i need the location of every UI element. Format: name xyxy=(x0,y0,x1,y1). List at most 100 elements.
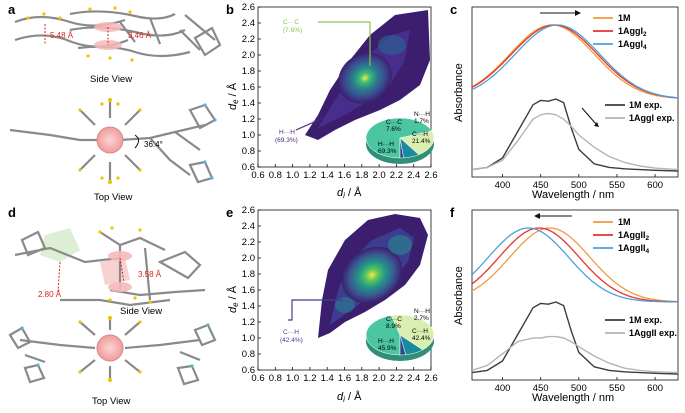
fingerprint-plot-b: 0.6 0.8 1.0 1.2 1.4 1.6 1.8 2.0 2.2 2.4 2.6 0.6 0.8 1… xyxy=(226,2,438,200)
pie-label: N···H xyxy=(414,111,430,118)
pie-slice xyxy=(399,137,404,159)
angle-label: 36.4° xyxy=(144,140,163,149)
side-view-molecule-a xyxy=(14,10,222,58)
porphyrin-core xyxy=(108,282,132,292)
axis-ticks: 400 450 500 550 600 xyxy=(495,174,663,191)
y-tick-label: 2.6 xyxy=(242,205,255,216)
annotation-hh: H···H xyxy=(279,129,295,136)
annotation-ch-pct: (42.4%) xyxy=(280,337,303,344)
x-tick-label: 2.0 xyxy=(372,170,385,181)
y-tick-label: 1.8 xyxy=(242,269,255,280)
spectra-lines xyxy=(471,24,679,172)
arrow-head xyxy=(594,122,599,127)
x-tick-label: 1.6 xyxy=(338,373,351,384)
y-tick-label: 2.6 xyxy=(242,2,255,13)
x-tick-label: 0.6 xyxy=(251,170,264,181)
spectra-lines xyxy=(471,227,679,375)
panel-label-d: d xyxy=(8,205,16,220)
molecular-structure-d: 2.80 Å 3.58 Å Side View Top View xyxy=(8,226,217,407)
legend-label: 1M exp. xyxy=(629,315,662,325)
pie-label: N···H xyxy=(414,308,430,315)
x-tick-label: 450 xyxy=(533,383,549,394)
pie-value: 45.9% xyxy=(378,345,397,352)
annotation-ch: C···H xyxy=(283,329,299,336)
y-tick-label: 1.6 xyxy=(242,82,255,93)
pie-value: 2.7% xyxy=(414,315,429,322)
absorbance-chart-f: 400 450 500 550 600 1M 1AggII2 1AggII4 1M ex… xyxy=(453,209,679,404)
annotation-cc-pct: (7.6%) xyxy=(283,27,302,34)
spectrum-line xyxy=(471,227,678,303)
y-tick-label: 1.6 xyxy=(242,285,255,296)
distance-label: 3.46 Å xyxy=(128,31,152,40)
pie-slice xyxy=(391,314,435,351)
x-tick-label: 2.2 xyxy=(390,373,403,384)
x-tick-label: 2.4 xyxy=(407,170,420,181)
y-tick-label: 2.2 xyxy=(242,34,255,45)
x-tick-label: 1.0 xyxy=(286,373,299,384)
fingerprint-density xyxy=(318,214,428,338)
x-tick-label: 1.0 xyxy=(286,170,299,181)
legend-label: 1AggII4 xyxy=(618,243,650,255)
pie-value: 69.3% xyxy=(378,148,397,155)
plot-frame xyxy=(471,209,679,381)
y-axis-label: Absorbance xyxy=(453,266,465,325)
x-tick-label: 0.6 xyxy=(251,373,264,384)
panel-label-a: a xyxy=(8,2,16,17)
y-axis-label: de / Å xyxy=(226,285,240,313)
x-tick-label: 1.2 xyxy=(303,373,316,384)
x-axis-label: Wavelength / nm xyxy=(532,392,614,404)
porphyrin-core xyxy=(96,334,124,362)
pie-label: C···H xyxy=(412,328,428,335)
y-tick-label: 2.0 xyxy=(242,50,255,61)
y-tick-label: 1.0 xyxy=(242,333,255,344)
legend-label: 1AggI exp. xyxy=(629,113,675,123)
distance-label: 3.58 Å xyxy=(138,270,162,279)
y-tick-label: 1.0 xyxy=(242,130,255,141)
panel-label-e: e xyxy=(226,205,233,220)
pie-chart: H···H69.3% C···H21.4% C···C7.6% N···H1.7% xyxy=(365,111,435,164)
x-tick-label: 1.8 xyxy=(355,170,368,181)
fluorine-atoms xyxy=(26,6,134,62)
legend-label: 1M xyxy=(618,217,631,227)
y-axis-label: Absorbance xyxy=(453,63,465,122)
legend-bottom: 1M exp. 1AggII exp. xyxy=(605,315,677,338)
x-tick-label: 1.2 xyxy=(303,170,316,181)
x-tick-label: 550 xyxy=(609,383,625,394)
legend-label: 1AggI2 xyxy=(618,26,647,38)
y-tick-label: 0.6 xyxy=(242,365,255,376)
legend-label: 1M exp. xyxy=(629,100,662,110)
absorbance-chart-c: 400 450 500 550 600 1M 1AggI2 1AggI4 1M exp.… xyxy=(453,6,679,201)
x-tick-label: 2.6 xyxy=(424,373,437,384)
legend-bottom: 1M exp. 1AggI exp. xyxy=(605,100,675,123)
y-tick-label: 1.4 xyxy=(242,98,255,109)
legend-label: 1AggII2 xyxy=(618,230,650,242)
axis-ticks: 400 450 500 550 600 xyxy=(495,377,663,394)
pie-value: 21.4% xyxy=(412,138,431,145)
x-tick-label: 550 xyxy=(609,180,625,191)
x-axis-label: di / Å xyxy=(337,390,362,404)
pie-slice xyxy=(365,117,433,159)
nitrogen-atoms xyxy=(20,323,210,368)
spectrum-line xyxy=(471,98,679,172)
y-tick-label: 1.4 xyxy=(242,301,255,312)
annotation-cc: C···C xyxy=(283,19,299,26)
spectrum-line xyxy=(471,24,679,99)
x-tick-label: 600 xyxy=(647,383,663,394)
pie-chart: H···H45.9% C···H42.4% C···C8.9% N···H2.7% xyxy=(365,308,435,361)
axis-ticks: 0.6 0.8 1.0 1.2 1.4 1.6 1.8 2.0 2.2 2.4 2.6 0.6 0.8 1… xyxy=(242,205,438,384)
panel-label-c: c xyxy=(450,2,457,17)
x-tick-label: 2.0 xyxy=(372,373,385,384)
x-tick-label: 500 xyxy=(571,383,587,394)
side-view-caption: Side View xyxy=(90,74,132,85)
pie-label: H···H xyxy=(378,141,394,148)
porphyrin-core xyxy=(96,126,124,154)
fluorine-atoms xyxy=(78,316,142,382)
x-tick-label: 1.4 xyxy=(321,373,334,384)
x-axis-label: Wavelength / nm xyxy=(532,189,614,201)
legend-label: 1AggI4 xyxy=(618,39,647,51)
x-tick-label: 600 xyxy=(647,180,663,191)
y-tick-label: 0.8 xyxy=(242,349,255,360)
spectrum-line xyxy=(471,227,679,303)
x-tick-label: 0.8 xyxy=(269,373,282,384)
